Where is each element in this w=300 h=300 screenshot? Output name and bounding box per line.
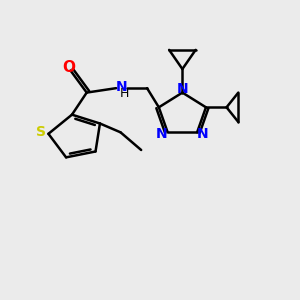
Text: H: H (120, 87, 129, 100)
Text: O: O (62, 60, 76, 75)
Text: N: N (116, 80, 127, 94)
Text: N: N (197, 127, 209, 141)
Text: N: N (177, 82, 189, 96)
Text: N: N (156, 127, 168, 141)
Text: S: S (36, 125, 46, 139)
